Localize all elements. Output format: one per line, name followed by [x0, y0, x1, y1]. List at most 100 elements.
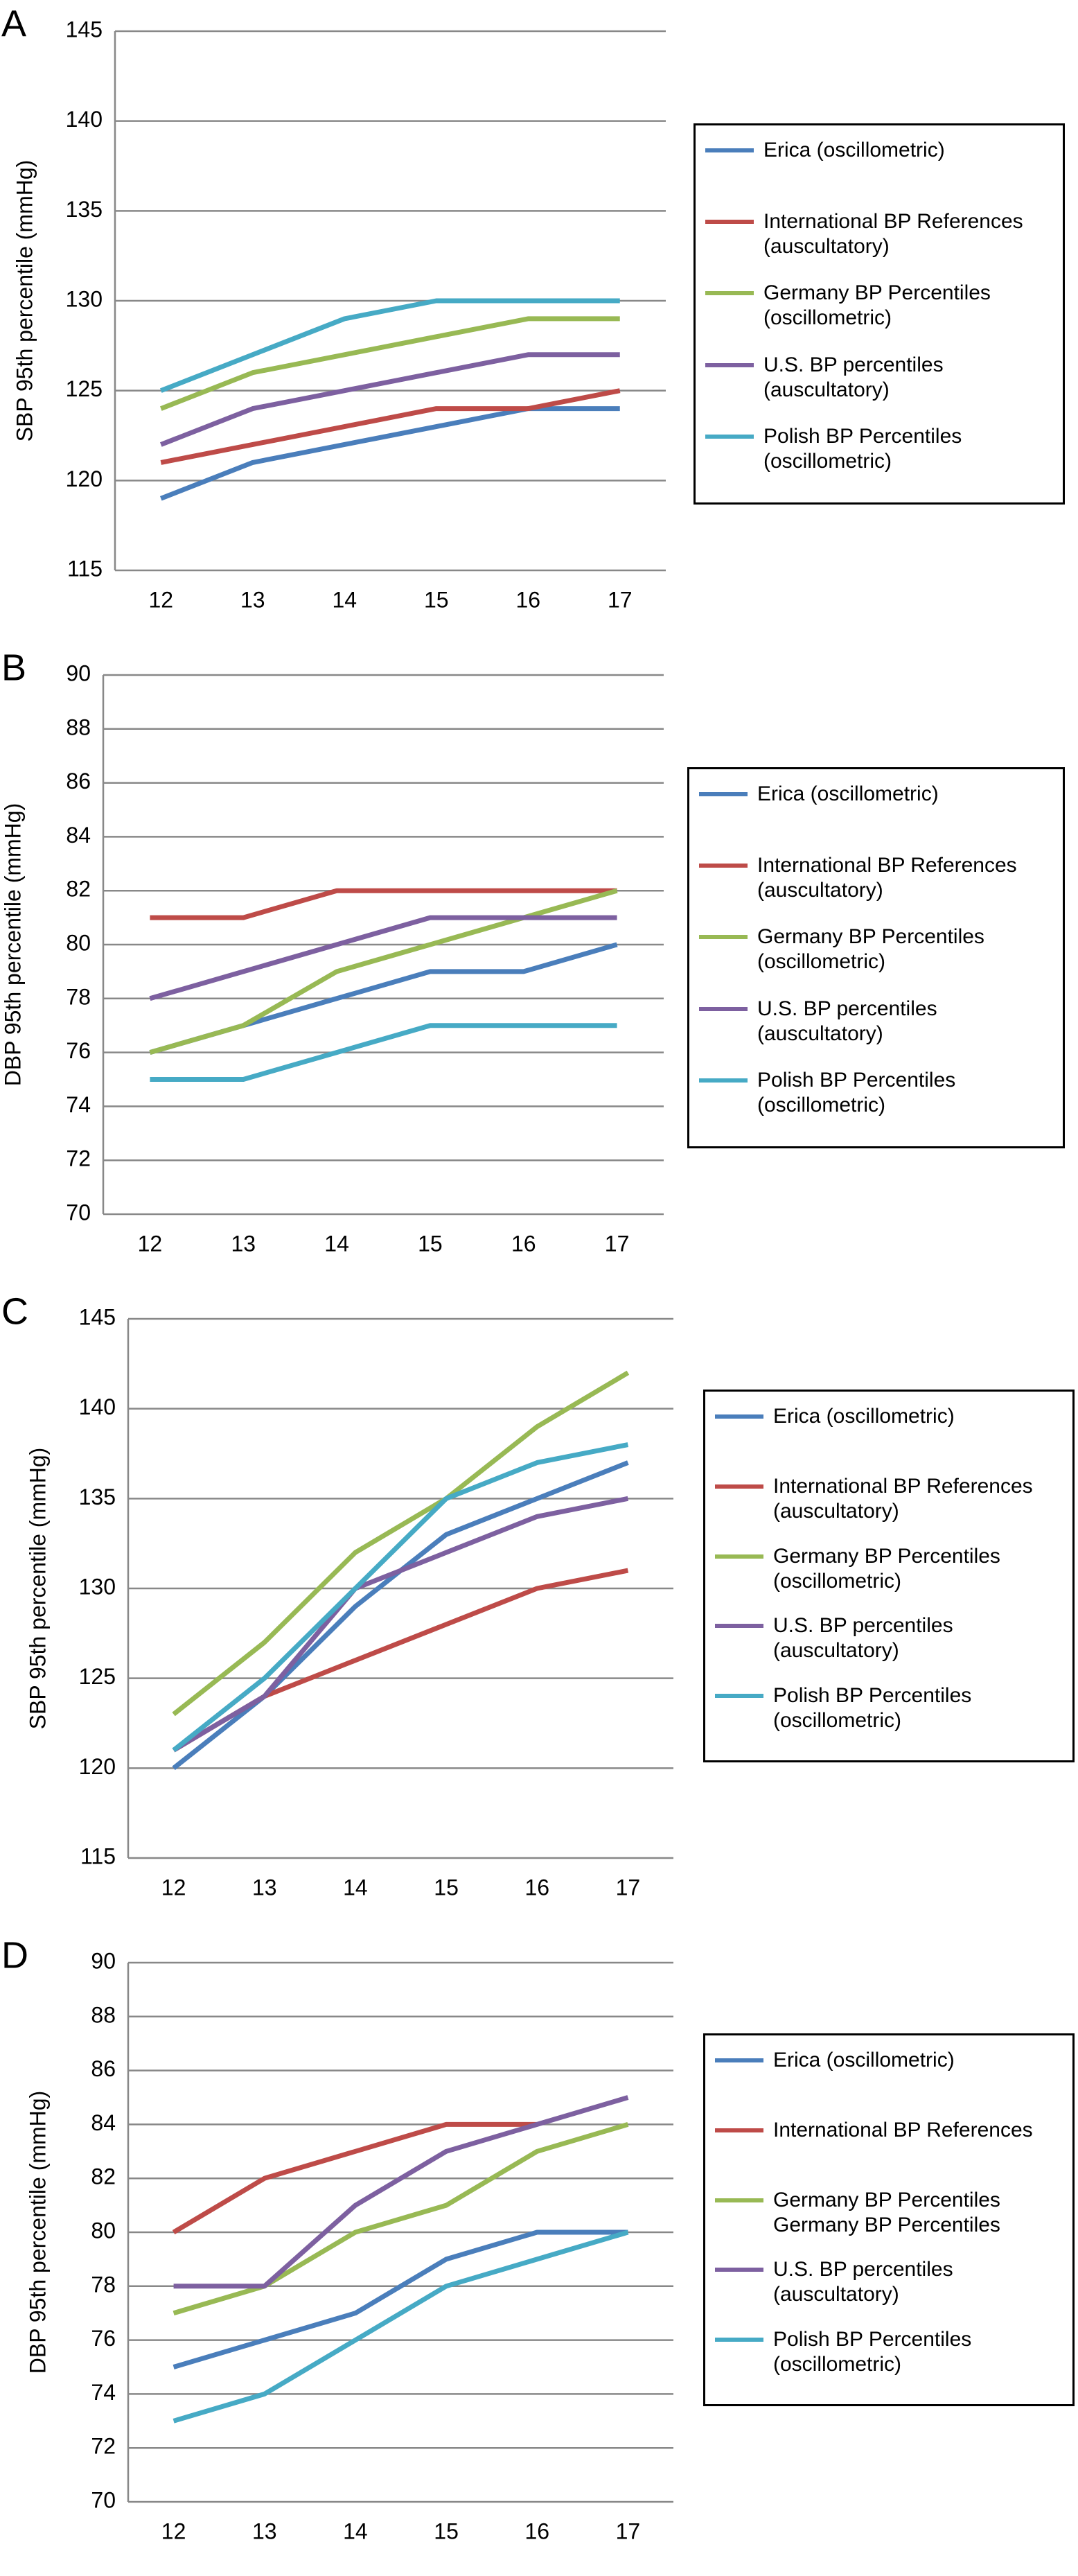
chart-panel: D DBP 95th percentile (mmHg) 70 72 74 76 78 80 8…: [0, 1931, 1078, 2575]
legend: Erica (oscillometric) International BP Re…: [703, 2033, 1075, 2406]
legend-label: U.S. BP percentiles (auscultatory): [773, 1614, 953, 1663]
y-tick-label: 76: [91, 2326, 116, 2351]
y-tick-label: 80: [91, 2218, 116, 2243]
legend: Erica (oscillometric) International BP Re…: [693, 123, 1065, 505]
x-tick-label: 17: [616, 2518, 641, 2543]
y-axis-label: SBP 95th percentile (mmHg): [12, 160, 37, 442]
x-tick-label: 16: [511, 1231, 536, 1256]
series-line: [172, 1370, 630, 1717]
legend: Erica (oscillometric) International BP Re…: [687, 767, 1065, 1148]
legend-item: Erica (oscillometric): [715, 2048, 1066, 2118]
panel-label: B: [1, 647, 26, 688]
y-tick-label: 135: [79, 1484, 116, 1509]
y-tick-label: 115: [80, 1843, 116, 1868]
y-tick-label: 70: [66, 1200, 91, 1225]
x-tick-label: 12: [161, 1875, 186, 1900]
series-line: [159, 316, 620, 411]
legend-swatch: [705, 362, 754, 367]
series-line: [173, 2122, 629, 2316]
series-line: [150, 1023, 617, 1082]
y-tick-label: 72: [66, 1146, 91, 1171]
legend-swatch: [699, 935, 748, 940]
x-tick-label: 16: [515, 587, 540, 612]
y-tick-label: 120: [66, 466, 103, 491]
y-tick-label: 86: [66, 769, 91, 794]
y-tick-label: 120: [79, 1754, 116, 1779]
legend-swatch: [705, 434, 754, 439]
x-tick-label: 12: [148, 587, 173, 612]
y-tick-label: 74: [66, 1092, 91, 1117]
legend: Erica (oscillometric) International BP Re…: [703, 1390, 1075, 1762]
chart: C SBP 95th percentile (mmHg) 115 120 125 130 1…: [1, 1290, 673, 1900]
x-tick-label: 14: [332, 587, 357, 612]
legend-swatch: [715, 1414, 763, 1419]
legend-swatch: [705, 148, 754, 152]
legend-swatch: [699, 1006, 748, 1011]
series-line: [172, 1442, 629, 1753]
y-tick-label: 88: [91, 2002, 116, 2027]
x-tick-label: 13: [240, 587, 265, 612]
legend-swatch: [715, 2338, 763, 2342]
legend-item: Germany BP Percentiles (oscillometric): [705, 281, 1056, 352]
legend-swatch: [705, 291, 754, 296]
legend-label: Polish BP Percentiles (oscillometric): [757, 1068, 956, 1116]
y-tick-label: 86: [91, 2056, 116, 2081]
legend-label: International BP References: [773, 2118, 1033, 2141]
legend-item: Germany BP Percentiles (oscillometric): [715, 1544, 1066, 1614]
legend-swatch: [699, 1078, 748, 1083]
x-tick-label: 12: [138, 1231, 163, 1256]
series-line: [149, 915, 617, 1001]
y-tick-label: 88: [66, 715, 91, 739]
y-tick-label: 82: [91, 2164, 116, 2189]
y-tick-label: 78: [66, 984, 91, 1009]
legend-item: International BP References (auscultator…: [715, 1474, 1066, 1544]
legend-label: Erica (oscillometric): [773, 2049, 955, 2071]
y-tick-label: 140: [66, 107, 103, 132]
series-line: [159, 352, 620, 447]
legend-label: International BP References (auscultator…: [757, 854, 1017, 902]
legend-item: Polish BP Percentiles (oscillometric): [715, 2327, 1066, 2397]
chart-panel: A SBP 95th percentile (mmHg) 115 120 125 130 1…: [0, 0, 1078, 644]
y-tick-label: 145: [79, 1304, 116, 1329]
y-tick-label: 145: [66, 17, 103, 42]
series-line: [173, 2229, 628, 2369]
x-tick-label: 15: [424, 587, 449, 612]
legend-swatch: [715, 1554, 763, 1559]
legend-swatch: [705, 220, 754, 225]
x-tick-label: 17: [605, 1231, 630, 1256]
y-tick-label: 90: [66, 660, 91, 685]
legend-item: Erica (oscillometric): [699, 782, 1056, 853]
legend-item: U.S. BP percentiles (auscultatory): [715, 1613, 1066, 1683]
legend-item: International BP References (auscultator…: [705, 209, 1056, 281]
x-tick-label: 17: [608, 587, 633, 612]
series-line: [150, 888, 617, 920]
legend-item: Polish BP Percentiles (oscillometric): [715, 1683, 1066, 1753]
y-tick-label: 130: [79, 1574, 116, 1599]
legend-item: International BP References: [715, 2118, 1066, 2188]
x-tick-label: 15: [434, 1875, 459, 1900]
x-tick-label: 15: [434, 2518, 459, 2543]
series-line: [172, 1460, 629, 1771]
y-axis-label: SBP 95th percentile (mmHg): [25, 1448, 50, 1730]
legend-swatch: [715, 2058, 763, 2062]
y-tick-label: 70: [91, 2487, 116, 2512]
chart: B DBP 95th percentile (mmHg) 70 72 74 76 78 80 8…: [0, 647, 664, 1256]
chart: A SBP 95th percentile (mmHg) 115 120 125 130 1…: [1, 3, 666, 612]
legend-label: International BP References (auscultator…: [773, 1474, 1033, 1523]
series-line: [160, 388, 621, 465]
y-tick-label: 115: [67, 556, 103, 581]
y-tick-label: 140: [79, 1394, 116, 1419]
legend-swatch: [715, 2128, 763, 2132]
legend-label: Erica (oscillometric): [763, 139, 945, 161]
y-tick-label: 74: [91, 2380, 116, 2405]
y-tick-label: 72: [91, 2434, 116, 2459]
panel-label: A: [1, 3, 26, 44]
legend-label: U.S. BP percentiles (auscultatory): [773, 2258, 953, 2306]
legend-label: Polish BP Percentiles (oscillometric): [763, 424, 962, 473]
legend-item: Polish BP Percentiles (oscillometric): [699, 1068, 1056, 1139]
y-axis-label: DBP 95th percentile (mmHg): [0, 803, 25, 1086]
series-line: [172, 2121, 538, 2235]
legend-label: Erica (oscillometric): [757, 782, 939, 805]
legend-swatch: [715, 2198, 763, 2202]
y-tick-label: 135: [66, 197, 103, 222]
